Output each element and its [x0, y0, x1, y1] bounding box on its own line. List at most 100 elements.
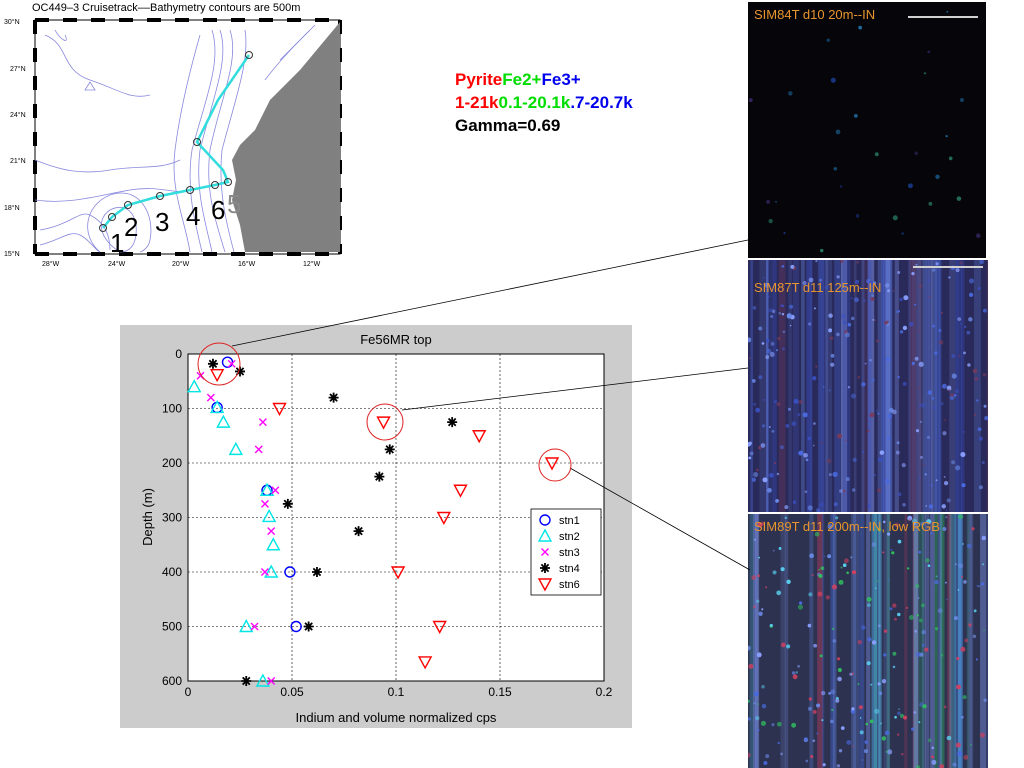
image-speck	[858, 25, 863, 30]
image-speck	[811, 574, 814, 577]
image-speck	[795, 671, 799, 674]
stn3-point	[260, 499, 269, 508]
image-speck	[935, 174, 940, 180]
image-speck	[903, 715, 908, 720]
image-speck	[942, 527, 947, 532]
image-speck	[882, 551, 885, 554]
image-speck	[863, 749, 868, 754]
image-streak	[844, 260, 851, 512]
image-speck	[902, 325, 908, 331]
legend-range-fe2: 0.1-20.1k	[498, 93, 571, 112]
chart-legend: stn1 stn2 stn3 stn4 stn6	[530, 508, 602, 596]
image-speck	[941, 504, 946, 509]
stn4-point	[374, 471, 385, 482]
legend-entry-stn3: stn3	[559, 547, 580, 559]
image-speck	[770, 341, 775, 346]
image-speck	[797, 664, 801, 668]
image-speck	[752, 306, 757, 310]
stn6-point	[272, 402, 287, 416]
y-tick-label: 500	[162, 620, 182, 634]
image-speck	[780, 752, 783, 756]
image-speck	[959, 322, 962, 325]
image-speck	[789, 304, 794, 309]
image-speck	[866, 661, 871, 666]
image-speck	[782, 330, 786, 334]
image-speck	[867, 637, 872, 642]
y-tick-label: 400	[162, 565, 182, 579]
y-tick-label: 600	[162, 674, 182, 688]
image-speck	[763, 282, 769, 288]
image-streak	[980, 514, 987, 768]
image-speck	[956, 196, 962, 201]
image-streak	[830, 514, 835, 768]
stn2-point	[259, 482, 275, 496]
image-speck	[923, 72, 927, 75]
lat-tick: 18°N	[4, 204, 20, 212]
image-speck	[957, 588, 960, 591]
image-speck	[980, 582, 985, 586]
image-speck	[921, 603, 925, 608]
image-speck	[828, 389, 831, 392]
lon-tick: 24°W	[108, 260, 126, 268]
x-tick-label: 0.1	[388, 685, 405, 699]
image-speck	[807, 436, 811, 441]
y-axis-label: Depth (m)	[140, 488, 155, 546]
image-speck	[857, 683, 860, 685]
image-speck	[817, 591, 823, 597]
image-speck	[866, 279, 871, 284]
image-speck	[918, 477, 921, 480]
image-streak	[949, 514, 957, 768]
image-speck	[826, 38, 830, 42]
microscope-image-2: SIM87T d11 125m--IN	[748, 260, 988, 512]
image-speck	[940, 654, 944, 657]
image-streak	[878, 514, 883, 768]
image-speck	[897, 711, 901, 716]
image-speck	[753, 471, 759, 478]
image-speck	[820, 442, 823, 445]
image-speck	[839, 489, 843, 493]
image-streak	[967, 514, 974, 768]
image-speck	[946, 498, 951, 503]
image-speck	[838, 748, 843, 753]
image-speck	[937, 608, 943, 614]
image-streak	[912, 514, 920, 768]
image-streak	[821, 514, 825, 768]
image-speck	[824, 285, 829, 290]
image-speck	[760, 443, 766, 448]
image-speck	[877, 412, 880, 415]
image-streak	[882, 260, 888, 512]
image-speck	[756, 599, 760, 603]
image-streak	[921, 260, 926, 512]
image-speck	[974, 376, 979, 381]
image-speck	[851, 707, 855, 711]
image-speck	[778, 311, 782, 315]
legend-fe3: Fe3+	[541, 70, 581, 89]
image-speck	[766, 348, 772, 354]
image-speck	[908, 615, 914, 621]
legend-entry-stn2: stn2	[559, 531, 580, 543]
image-speck	[884, 321, 888, 325]
stn1-point	[284, 566, 296, 578]
image-speck	[748, 752, 751, 758]
stn6-point	[472, 430, 487, 444]
image-speck	[842, 320, 847, 325]
x-axis-label: Indium and volume normalized cps	[296, 710, 497, 725]
image-speck	[951, 460, 956, 465]
image-speck	[869, 719, 874, 724]
image-speck	[962, 542, 964, 545]
legend-marker-stn3	[541, 548, 549, 556]
image-speck	[909, 321, 914, 327]
legend-range-pyrite: 1-21k	[455, 93, 499, 112]
image-streak	[883, 514, 890, 768]
image-streak	[877, 514, 881, 768]
image-speck	[802, 412, 808, 418]
image-speck	[765, 754, 770, 759]
image-speck	[926, 435, 931, 439]
image-speck	[890, 548, 893, 551]
image-speck	[812, 709, 817, 715]
image-speck	[932, 406, 936, 410]
image-speck	[883, 653, 887, 657]
image-speck	[897, 612, 901, 617]
stn2-point	[228, 441, 244, 456]
image-speck	[828, 313, 833, 318]
